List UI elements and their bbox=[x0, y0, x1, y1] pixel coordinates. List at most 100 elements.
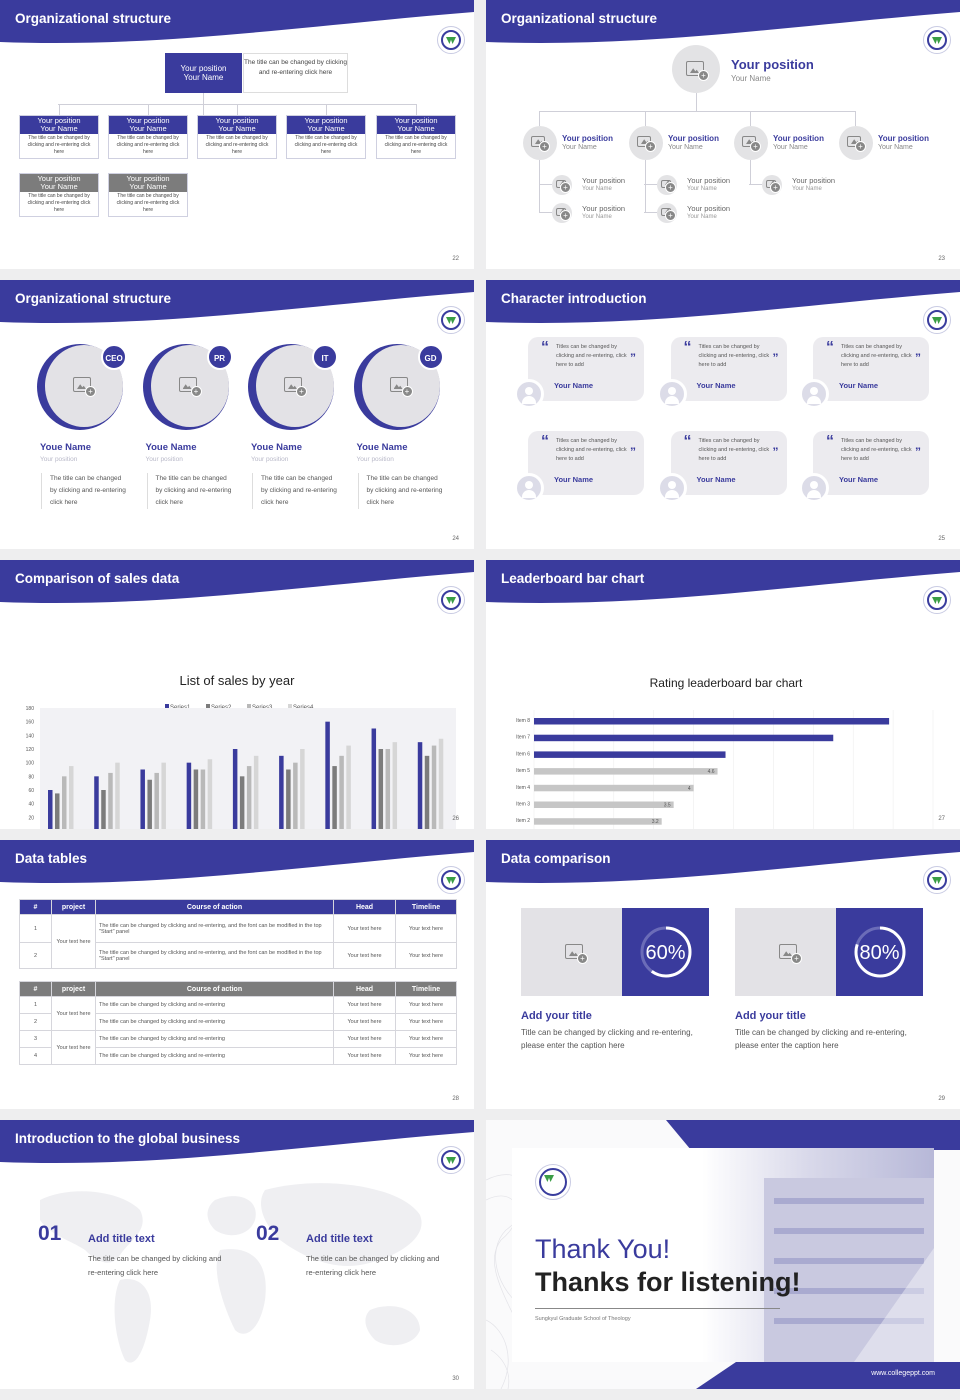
slide-title: Introduction to the global business bbox=[15, 1131, 240, 1146]
org-box: Your position Your Name The title can be c… bbox=[286, 115, 366, 159]
avatar-icon bbox=[514, 379, 544, 409]
person-label: Your position Your Name bbox=[562, 134, 613, 151]
school-logo-icon bbox=[923, 26, 951, 54]
page-number: 24 bbox=[452, 536, 459, 542]
box-position: Your position bbox=[215, 116, 259, 125]
org-top-box: Your position Your Name bbox=[165, 53, 242, 93]
bar bbox=[534, 818, 662, 825]
box-desc: The title can be changed by clicking and… bbox=[27, 193, 91, 213]
compare-box: 80% bbox=[735, 908, 923, 996]
person-label: Your position Your Name bbox=[687, 204, 731, 221]
school-logo-icon bbox=[923, 586, 951, 614]
image-placeholder-icon bbox=[565, 944, 588, 964]
box-position: Your position bbox=[126, 174, 170, 183]
bar bbox=[371, 728, 377, 829]
role-desc: The title can be changed by clicking and … bbox=[41, 473, 136, 509]
slide-title: Organizational structure bbox=[501, 11, 658, 26]
avatar-icon bbox=[656, 379, 687, 409]
bar bbox=[385, 749, 391, 829]
slide-title: Data tables bbox=[15, 851, 88, 866]
person-photo bbox=[839, 126, 873, 160]
contour-background bbox=[486, 1120, 960, 1389]
person-label: Your position Your Name bbox=[582, 176, 626, 193]
legend-swatch bbox=[165, 704, 169, 708]
org-box-header: Your position Your Name bbox=[109, 174, 187, 192]
website-url[interactable]: www.collegeppt.com bbox=[871, 1370, 935, 1377]
page-number: 30 bbox=[452, 1376, 459, 1382]
data-table-2: # project Course of action Head Timeline 1 Yo… bbox=[19, 981, 457, 1065]
org-box: Your position Your Name The title can be c… bbox=[197, 115, 277, 159]
slide-29: Data comparison 60% Add your title Title c… bbox=[486, 840, 960, 1109]
bar bbox=[115, 762, 120, 829]
role-tag: IT bbox=[312, 344, 338, 370]
bar bbox=[62, 776, 67, 829]
bar bbox=[438, 738, 444, 829]
box-name: Your Name bbox=[129, 182, 167, 191]
box-name: Your Name bbox=[307, 124, 345, 133]
world-map-background bbox=[40, 1183, 422, 1363]
slide-title: Organizational structure bbox=[15, 291, 172, 306]
thanks-title: Thank You! bbox=[535, 1234, 671, 1264]
y-tick-label: 140 bbox=[26, 733, 35, 739]
slide-title: Leaderboard bar chart bbox=[501, 571, 645, 586]
slide-24: Organizational structure CEO Youe Name You… bbox=[0, 280, 474, 549]
box-position: Your position bbox=[304, 116, 348, 125]
y-tick-label: 60 bbox=[28, 788, 34, 794]
quote-text: Titles can be changed by clicking and re… bbox=[698, 344, 770, 368]
org-top-desc: The title can be changed by clicking and… bbox=[243, 53, 348, 93]
image-placeholder-icon bbox=[531, 136, 550, 152]
compare-desc: Title can be changed by clicking and re-… bbox=[735, 1028, 907, 1050]
page-number: 26 bbox=[452, 816, 459, 822]
bar bbox=[193, 769, 199, 829]
school-logo-icon bbox=[437, 306, 465, 334]
person-label: Your position Your Name bbox=[582, 204, 626, 221]
person-photo bbox=[523, 126, 557, 160]
building-photo bbox=[764, 1178, 934, 1362]
item-desc: The title can be changed by clicking and… bbox=[306, 1254, 440, 1277]
data-label: 4 bbox=[688, 786, 691, 792]
box-desc: The title can be changed by clicking and… bbox=[294, 135, 358, 155]
quote-name: Your Name bbox=[554, 381, 594, 390]
bar bbox=[332, 766, 337, 829]
person-photo bbox=[657, 175, 677, 195]
avatar-icon bbox=[514, 473, 544, 503]
slide-title: Organizational structure bbox=[15, 11, 172, 26]
person-photo bbox=[762, 175, 782, 195]
sales-bar-chart: List of sales by yearSeries1Series2Serie… bbox=[26, 673, 456, 829]
person-label: Your position Your Name bbox=[792, 176, 836, 193]
box-name: Your Name bbox=[129, 124, 167, 133]
y-tick-label: 180 bbox=[26, 706, 35, 712]
image-placeholder-icon bbox=[847, 136, 866, 152]
y-tick-label: Item 5 bbox=[516, 768, 530, 774]
role-circle: PR bbox=[142, 344, 233, 430]
item-desc: The title can be changed by clicking and… bbox=[88, 1254, 222, 1277]
quote-card: “ ” Titles can be changed by clicking and … bbox=[813, 337, 929, 401]
image-placeholder-icon bbox=[742, 136, 761, 152]
slide-25: Character introduction “” Titles can be c… bbox=[486, 280, 960, 549]
compare-box: 60% bbox=[521, 908, 709, 996]
role-position: Your position bbox=[145, 456, 183, 463]
item-title: Add title text bbox=[88, 1233, 155, 1245]
role-tag: PR bbox=[206, 344, 233, 370]
bar bbox=[279, 755, 284, 829]
quote-text: Titles can be changed by clicking and re… bbox=[556, 344, 627, 368]
slide-23: Organizational structure Your positionYo… bbox=[486, 0, 960, 269]
data-label: 3.5 bbox=[664, 803, 671, 809]
person-photo bbox=[552, 175, 572, 195]
y-tick-label: Item 2 bbox=[516, 818, 530, 824]
quote-card: “ ” Titles can be changed by clicking and … bbox=[528, 337, 644, 401]
quote-name: Your Name bbox=[696, 475, 736, 484]
bar bbox=[154, 772, 159, 829]
y-tick-label: Item 4 bbox=[516, 785, 530, 791]
item-title: Add title text bbox=[306, 1233, 373, 1245]
quote-card: “ ” Titles can be changed by clicking and … bbox=[528, 431, 644, 495]
progress-ring bbox=[854, 926, 906, 978]
quote-open-icon: “ bbox=[683, 339, 692, 356]
quote-close-icon: ” bbox=[772, 351, 779, 365]
bar bbox=[101, 790, 106, 829]
school-logo-icon bbox=[437, 26, 465, 54]
avatar-icon bbox=[799, 379, 829, 409]
org-box: Your position Your Name The title can be c… bbox=[108, 115, 188, 159]
role-circle: IT bbox=[248, 344, 338, 430]
org-box: Your position Your Name The title can be c… bbox=[376, 115, 456, 159]
